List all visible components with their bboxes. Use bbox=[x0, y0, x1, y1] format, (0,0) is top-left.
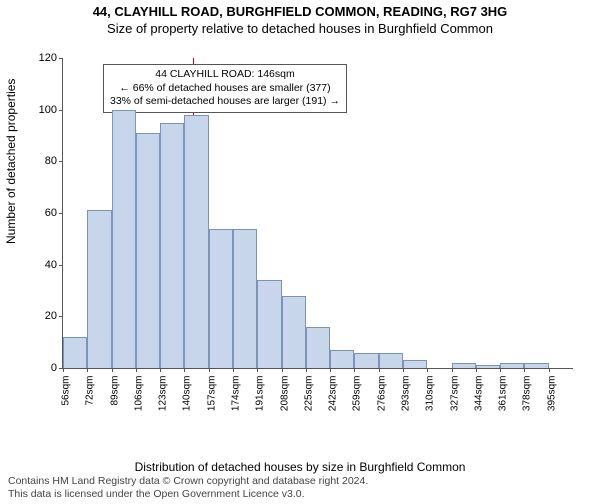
histogram-bar bbox=[184, 115, 208, 368]
x-tick-label: 310sqm bbox=[425, 376, 436, 426]
x-tick-label: 344sqm bbox=[473, 376, 484, 426]
histogram-bar bbox=[136, 133, 160, 368]
x-tick-label: 191sqm bbox=[255, 376, 266, 426]
x-tick-label: 106sqm bbox=[133, 376, 144, 426]
x-tick bbox=[549, 368, 550, 372]
x-tick bbox=[476, 368, 477, 372]
attribution-line-1: Contains HM Land Registry data © Crown c… bbox=[8, 475, 368, 489]
histogram-bar bbox=[500, 363, 524, 368]
x-tick bbox=[282, 368, 283, 372]
x-tick bbox=[184, 368, 185, 372]
y-tick-label: 40 bbox=[45, 259, 57, 271]
main-title: 44, CLAYHILL ROAD, BURGHFIELD COMMON, RE… bbox=[0, 4, 600, 19]
info-line-1: 44 CLAYHILL ROAD: 146sqm bbox=[110, 68, 340, 82]
x-tick-label: 378sqm bbox=[522, 376, 533, 426]
x-tick bbox=[500, 368, 501, 372]
y-tick bbox=[59, 213, 63, 214]
plot-area: 44 CLAYHILL ROAD: 146sqm ← 66% of detach… bbox=[62, 58, 573, 369]
x-tick-label: 259sqm bbox=[352, 376, 363, 426]
chart-area: 44 CLAYHILL ROAD: 146sqm ← 66% of detach… bbox=[34, 58, 576, 412]
x-tick-label: 361sqm bbox=[498, 376, 509, 426]
x-tick-label: 140sqm bbox=[182, 376, 193, 426]
x-tick bbox=[233, 368, 234, 372]
x-tick bbox=[306, 368, 307, 372]
histogram-bar bbox=[524, 363, 548, 368]
x-tick bbox=[330, 368, 331, 372]
x-tick bbox=[452, 368, 453, 372]
x-tick-label: 242sqm bbox=[328, 376, 339, 426]
x-tick bbox=[160, 368, 161, 372]
x-tick-label: 327sqm bbox=[449, 376, 460, 426]
x-axis-label: Distribution of detached houses by size … bbox=[0, 460, 600, 474]
x-tick bbox=[379, 368, 380, 372]
x-tick bbox=[87, 368, 88, 372]
x-tick bbox=[354, 368, 355, 372]
y-tick bbox=[59, 58, 63, 59]
x-tick-label: 89sqm bbox=[109, 376, 120, 426]
histogram-bar bbox=[63, 337, 87, 368]
histogram-bar bbox=[452, 363, 476, 368]
histogram-bar bbox=[112, 110, 136, 368]
x-tick-label: 72sqm bbox=[85, 376, 96, 426]
histogram-bar bbox=[209, 229, 233, 369]
y-tick-label: 0 bbox=[51, 362, 57, 374]
histogram-bar bbox=[257, 280, 281, 368]
x-tick bbox=[427, 368, 428, 372]
x-tick bbox=[63, 368, 64, 372]
x-tick-label: 208sqm bbox=[279, 376, 290, 426]
y-tick-label: 100 bbox=[39, 104, 57, 116]
histogram-bar bbox=[233, 229, 257, 369]
y-tick-label: 60 bbox=[45, 207, 57, 219]
y-tick-label: 20 bbox=[45, 310, 57, 322]
histogram-bar bbox=[330, 350, 354, 368]
histogram-bar bbox=[160, 123, 184, 368]
x-tick bbox=[136, 368, 137, 372]
histogram-bar bbox=[87, 210, 111, 368]
histogram-bar bbox=[476, 365, 500, 368]
info-line-2: ← 66% of detached houses are smaller (37… bbox=[110, 82, 340, 96]
x-tick bbox=[209, 368, 210, 372]
x-tick bbox=[403, 368, 404, 372]
y-tick-label: 120 bbox=[39, 52, 57, 64]
info-line-3: 33% of semi-detached houses are larger (… bbox=[110, 95, 340, 109]
info-box: 44 CLAYHILL ROAD: 146sqm ← 66% of detach… bbox=[103, 64, 347, 113]
histogram-bar bbox=[354, 353, 378, 369]
histogram-bar bbox=[282, 296, 306, 368]
histogram-bar bbox=[403, 360, 427, 368]
x-tick bbox=[257, 368, 258, 372]
y-tick-label: 80 bbox=[45, 155, 57, 167]
y-tick bbox=[59, 316, 63, 317]
x-tick bbox=[524, 368, 525, 372]
histogram-bar bbox=[379, 353, 403, 369]
x-tick-label: 56sqm bbox=[61, 376, 72, 426]
x-tick-label: 123sqm bbox=[158, 376, 169, 426]
attribution-text: Contains HM Land Registry data © Crown c… bbox=[8, 475, 368, 502]
x-tick bbox=[112, 368, 113, 372]
histogram-bar bbox=[306, 327, 330, 368]
y-tick bbox=[59, 110, 63, 111]
y-axis-label: Number of detached properties bbox=[4, 79, 18, 244]
x-tick-label: 276sqm bbox=[376, 376, 387, 426]
sub-title: Size of property relative to detached ho… bbox=[0, 21, 600, 36]
x-tick-label: 395sqm bbox=[546, 376, 557, 426]
y-tick bbox=[59, 161, 63, 162]
x-tick-label: 174sqm bbox=[231, 376, 242, 426]
x-tick-label: 225sqm bbox=[303, 376, 314, 426]
y-tick bbox=[59, 265, 63, 266]
x-tick-label: 293sqm bbox=[401, 376, 412, 426]
x-tick-label: 157sqm bbox=[206, 376, 217, 426]
